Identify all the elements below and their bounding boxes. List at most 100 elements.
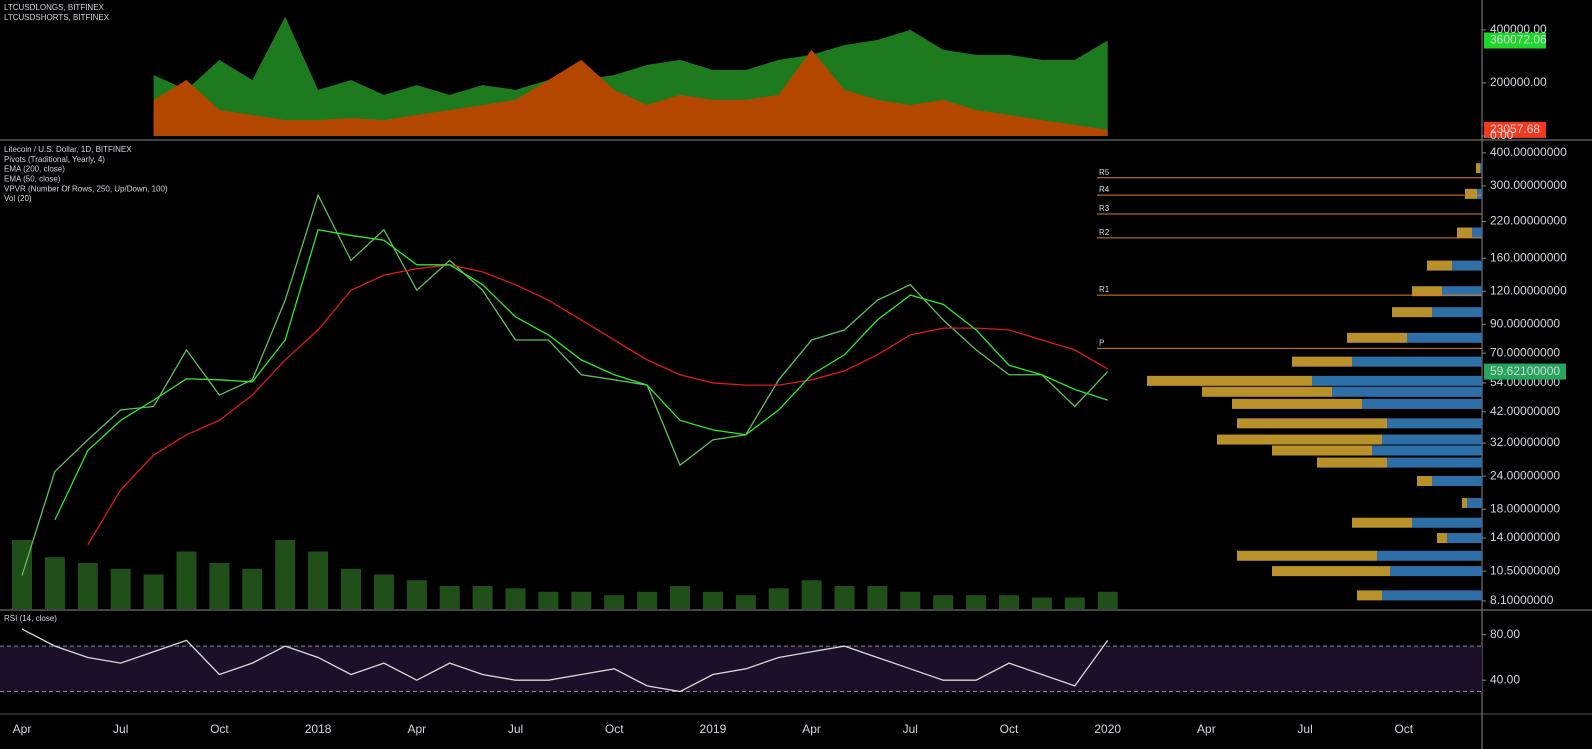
rsi-band — [0, 646, 1482, 692]
x-tick-label: Apr — [407, 722, 426, 736]
volume-bar — [341, 568, 361, 609]
profile-down — [1352, 517, 1412, 528]
last-price-tag — [1484, 363, 1566, 380]
profile-up — [1390, 566, 1482, 577]
profile-up — [1412, 517, 1482, 528]
profile-down — [1347, 332, 1407, 343]
line — [21, 193, 1109, 576]
legend-entry: Pivots (Traditional, Yearly, 4) — [4, 155, 105, 164]
volume-bar — [308, 551, 329, 609]
last-value-label: 23057.68 — [1490, 122, 1540, 136]
profile-down — [1217, 434, 1382, 445]
x-tick-label: Apr — [1197, 722, 1216, 736]
profile-up — [1477, 188, 1482, 199]
pivot-label: R2 — [1099, 228, 1110, 237]
profile-down — [1392, 307, 1432, 318]
profile-down — [1427, 260, 1452, 271]
volume-bar — [735, 595, 756, 609]
profile-down — [1292, 356, 1352, 367]
profile-up — [1480, 163, 1482, 174]
legend-entry: Litecoin / U.S. Dollar, 1D, BITFINEX — [4, 145, 132, 154]
y-tick-label: 300.00000000 — [1490, 178, 1567, 192]
profile-down — [1437, 533, 1447, 544]
profile-up — [1332, 386, 1482, 397]
volume-bar — [670, 586, 690, 609]
legend-entry: EMA (200, close) — [4, 165, 65, 174]
profile-down — [1465, 188, 1477, 199]
y-tick-label: 90.00000000 — [1490, 316, 1560, 330]
x-tick-label: 2020 — [1094, 722, 1121, 736]
x-tick-label: Jul — [508, 722, 523, 736]
legend-entry: LTCUSDSHORTS, BITFINEX — [4, 13, 110, 22]
y-tick-label: 14.00000000 — [1490, 530, 1560, 544]
x-tick-label: 2018 — [305, 722, 332, 736]
last-value-label: 360072.06 — [1490, 33, 1547, 47]
y-tick-label: 220.00000000 — [1490, 214, 1567, 228]
x-tick-label: Oct — [1000, 722, 1019, 736]
volume-bar — [999, 595, 1019, 609]
pivot-label: R3 — [1099, 204, 1110, 213]
profile-down — [1457, 227, 1472, 238]
profile-down — [1147, 375, 1312, 386]
pivot-label: R5 — [1099, 168, 1110, 177]
profile-down — [1476, 163, 1480, 174]
volume-bar — [176, 551, 197, 609]
profile-up — [1442, 286, 1482, 297]
profile-down — [1237, 550, 1377, 561]
profile-down — [1272, 445, 1372, 456]
profile-down — [1237, 418, 1387, 429]
profile-up — [1382, 434, 1482, 445]
legend-entry: RSI (14, close) — [4, 614, 57, 623]
volume-bar — [571, 591, 592, 609]
legend-entry: VPVR (Number Of Rows, 250, Up/Down, 100) — [4, 184, 168, 193]
y-tick-label: 10.50000000 — [1490, 563, 1560, 577]
last-price-label: 59.62100000 — [1490, 364, 1560, 378]
profile-down — [1412, 286, 1442, 297]
profile-down — [1202, 386, 1332, 397]
profile-up — [1432, 476, 1482, 487]
profile-up — [1377, 550, 1482, 561]
volume-bar — [933, 595, 954, 609]
y-tick-label: 24.00000000 — [1490, 468, 1560, 482]
volume-bar — [77, 563, 98, 609]
profile-down — [1232, 398, 1362, 409]
volume-bar — [538, 591, 559, 609]
profile-up — [1387, 418, 1482, 429]
profile-down — [1357, 590, 1382, 601]
line — [21, 628, 1109, 693]
volume-bar — [143, 574, 164, 609]
volume-bar — [439, 586, 460, 609]
volume-bar — [637, 591, 658, 609]
x-tick-label: Jul — [903, 722, 918, 736]
profile-down — [1272, 566, 1390, 577]
profile-up — [1352, 356, 1482, 367]
profile-up — [1447, 533, 1482, 544]
line — [87, 264, 1109, 546]
profile-up — [1362, 398, 1482, 409]
volume-bar — [1031, 597, 1052, 609]
x-tick-label: Oct — [1394, 722, 1413, 736]
last-value-tag — [1484, 32, 1546, 49]
profile-up — [1312, 375, 1482, 386]
area — [153, 49, 1108, 136]
volume-bar — [209, 563, 230, 609]
y-tick-label: 200000.00 — [1490, 75, 1547, 89]
y-tick-label: 8.10000000 — [1490, 593, 1554, 607]
profile-up — [1467, 497, 1482, 508]
volume-bar — [834, 586, 855, 609]
y-tick-label: 120.00000000 — [1490, 283, 1567, 297]
volume-bar — [1097, 591, 1118, 609]
profile-up — [1372, 445, 1482, 456]
volume-bar — [867, 586, 888, 609]
profile-up — [1382, 590, 1482, 601]
x-tick-label: Apr — [802, 722, 821, 736]
volume-bar — [702, 591, 723, 609]
y-tick-label: 160.00000000 — [1490, 250, 1567, 264]
profile-down — [1462, 497, 1467, 508]
y-tick-label: 18.00000000 — [1490, 501, 1560, 515]
y-tick-label: 40.00 — [1490, 672, 1520, 686]
volume-bar — [373, 574, 394, 609]
line — [54, 228, 1108, 521]
volume-bar — [472, 586, 493, 609]
